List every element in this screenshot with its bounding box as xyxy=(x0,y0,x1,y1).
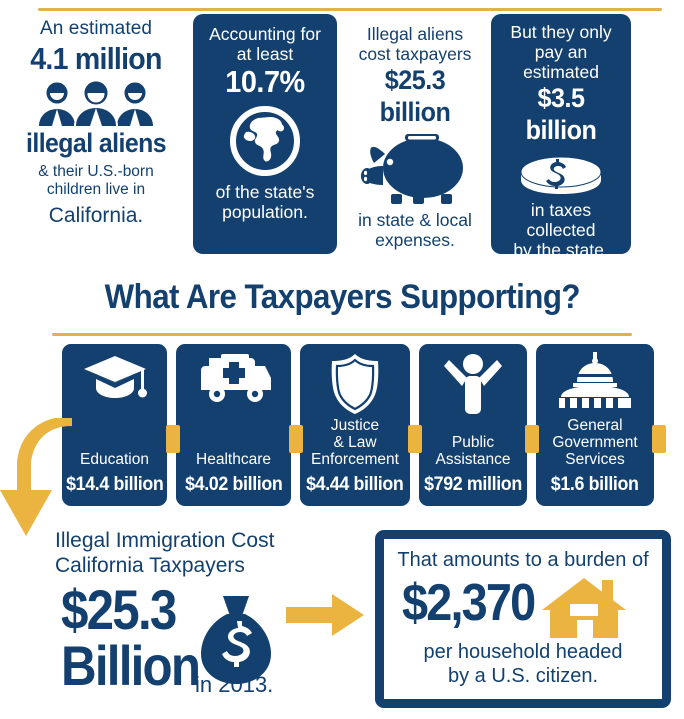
estimate-small2: children live in xyxy=(46,181,146,198)
burden-card: That amounts to a burden of $2,370 per h… xyxy=(375,530,671,708)
burden-line3: by a U.S. citizen. xyxy=(447,665,599,687)
right-arrow-icon xyxy=(286,594,364,636)
category-label: General Government Services xyxy=(552,417,638,468)
pay-line5: collected xyxy=(526,220,596,240)
burden-amount: $2,370 xyxy=(402,574,536,632)
bottom-left-line1: Illegal Immigration Cost xyxy=(55,529,275,552)
category-value: $4.44 billion xyxy=(306,474,404,495)
estimate-small1: & their U.S.-born xyxy=(38,163,154,180)
bottom-left-amount: $25.3 Billion in 2013. xyxy=(55,582,355,702)
burden-line2: per household headed xyxy=(423,641,623,663)
estimate-state: California. xyxy=(48,204,144,227)
category-value: $792 million xyxy=(424,474,522,495)
category-value: $14.4 billion xyxy=(65,474,164,495)
pay-line6: by the state. xyxy=(513,240,609,260)
accounting-line4: population. xyxy=(222,202,308,222)
estimate-panel: An estimated 4.1 million illegal xyxy=(8,18,184,250)
bottom-left-line2: California Taxpayers xyxy=(55,554,245,577)
heading-divider xyxy=(52,333,632,336)
category-value: $4.02 billion xyxy=(184,474,283,495)
cost-line2: cost taxpayers xyxy=(358,44,472,64)
category-label: Education xyxy=(80,451,149,468)
bottom-left-year: in 2013. xyxy=(195,672,274,697)
category-label: Justice & Law Enforcement xyxy=(311,417,399,468)
pay-amount: $3.5 billion xyxy=(525,83,597,145)
estimate-big-number: 4.1 million xyxy=(30,41,162,76)
category-card-healthcare[interactable]: Healthcare $4.02 billion xyxy=(176,344,291,506)
money-bag-icon xyxy=(201,596,271,684)
ambulance-icon xyxy=(200,354,271,402)
bottom-left-block: Illegal Immigration Cost California Taxp… xyxy=(55,528,355,702)
top-divider xyxy=(38,8,662,11)
pay-line1: But they only xyxy=(510,22,612,42)
connector-tab xyxy=(289,425,303,453)
category-card-education[interactable]: Education $14.4 billion xyxy=(62,344,167,506)
capitol-dome-icon xyxy=(559,352,631,408)
page-title: What Are Taxpayers Supporting? xyxy=(0,278,684,317)
cost-amount: $25.3 billion xyxy=(379,65,451,127)
connector-tab xyxy=(525,425,539,453)
accounting-line3: of the state's xyxy=(215,182,315,202)
connector-tab xyxy=(166,425,180,453)
house-icon xyxy=(542,578,626,638)
page-title-text: What Are Taxpayers Supporting? xyxy=(104,278,580,316)
category-card-public-assistance[interactable]: Public Assistance $792 million xyxy=(419,344,527,506)
coin-dollar-icon xyxy=(520,156,602,194)
bottom-left-amount-line1: $25.3 xyxy=(61,578,177,641)
estimate-line1: An estimated xyxy=(39,18,153,39)
accounting-percent: 10.7% xyxy=(225,64,305,99)
curved-down-arrow-icon xyxy=(0,418,72,536)
pay-line2: pay an xyxy=(534,42,588,62)
category-label: Healthcare xyxy=(196,451,271,468)
person-arms-up-icon xyxy=(444,354,502,414)
connector-tab xyxy=(652,425,666,453)
burden-card-inner: That amounts to a burden of $2,370 per h… xyxy=(384,539,662,699)
pay-line3: estimated xyxy=(523,62,599,82)
category-value: $1.6 billion xyxy=(551,474,639,495)
accounting-line2: at least xyxy=(236,44,294,64)
police-badge-icon xyxy=(331,354,379,414)
pay-card: But they only pay an estimated $3.5 bill… xyxy=(491,14,631,260)
globe-icon xyxy=(230,106,300,176)
cost-card: Illegal aliens cost taxpayers $25.3 bill… xyxy=(345,14,485,254)
category-card-general-government[interactable]: General Government Services $1.6 billion xyxy=(536,344,654,506)
burden-amount-row: $2,370 xyxy=(384,574,662,638)
category-label: Public Assistance xyxy=(435,434,511,468)
pay-line4: in taxes xyxy=(530,200,592,220)
accounting-card: Accounting for at least 10.7% of the sta… xyxy=(193,14,337,254)
bottom-left-amount-line2: Billion xyxy=(61,634,201,697)
burden-line1: That amounts to a burden of xyxy=(397,549,649,571)
piggy-bank-icon xyxy=(361,134,463,204)
cost-line1: Illegal aliens xyxy=(366,24,464,44)
three-people-icon xyxy=(39,80,153,126)
cost-line3: in state & local xyxy=(358,210,472,230)
estimate-big-label: illegal aliens xyxy=(25,128,167,158)
graduation-cap-icon xyxy=(83,356,147,398)
accounting-line1: Accounting for xyxy=(209,24,321,44)
cost-line4: expenses. xyxy=(375,230,455,250)
connector-tab xyxy=(408,425,422,453)
category-card-justice[interactable]: Justice & Law Enforcement $4.44 billion xyxy=(300,344,410,506)
